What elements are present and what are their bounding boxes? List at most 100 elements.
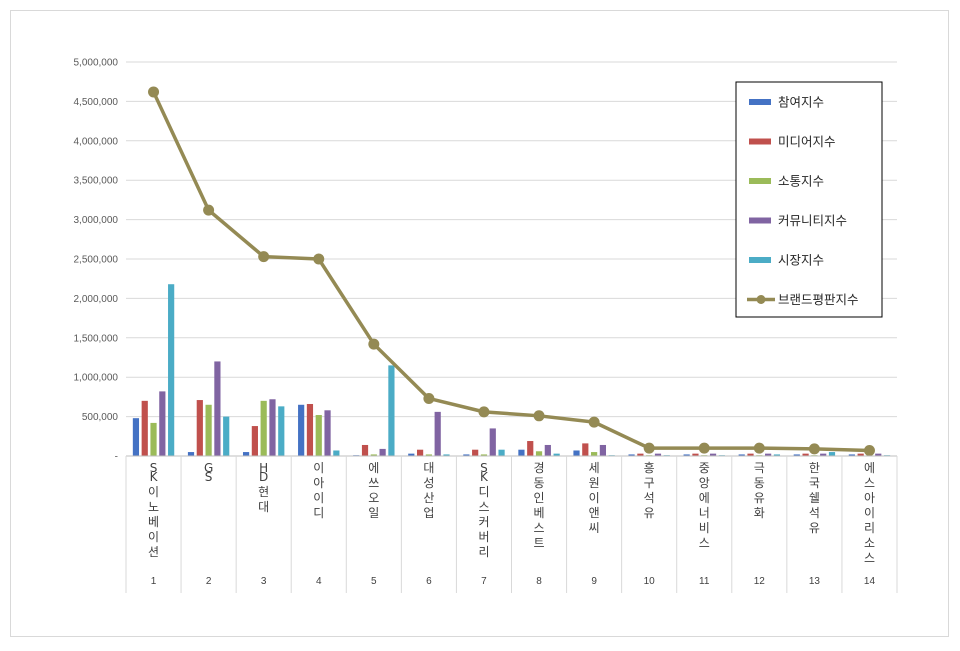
line-point <box>588 416 600 428</box>
y-tick-label: 500,000 <box>82 412 119 423</box>
legend-label: 브랜드평판지수 <box>778 292 859 307</box>
line-point <box>203 204 215 216</box>
bar <box>709 453 717 456</box>
y-tick-label: 3,500,000 <box>74 176 119 187</box>
bar <box>738 454 745 456</box>
bar <box>535 451 543 456</box>
x-index-label: 4 <box>316 576 322 587</box>
line-point <box>368 338 380 350</box>
bar <box>196 400 203 456</box>
legend-swatch <box>749 217 771 224</box>
legend-marker <box>756 295 766 304</box>
line-point <box>478 406 490 418</box>
bar <box>278 406 285 456</box>
legend-swatch <box>749 138 771 145</box>
line-series <box>151 91 870 453</box>
bar <box>683 454 690 456</box>
bar <box>489 428 496 456</box>
bar <box>518 449 525 456</box>
bar <box>820 453 827 456</box>
line-point <box>643 442 655 454</box>
x-index-label: 2 <box>206 576 212 587</box>
bar <box>573 450 580 456</box>
legend-label: 소통지수 <box>778 174 824 189</box>
line-point <box>423 392 435 404</box>
x-index-label: 11 <box>699 576 710 587</box>
chart-frame: - 500,000 1,000,000 1,500,000 2,000,000 2,500… <box>10 10 949 637</box>
bar <box>463 454 470 456</box>
bar <box>306 403 314 456</box>
bar <box>828 452 836 456</box>
bar <box>472 449 479 456</box>
bar <box>269 399 276 456</box>
bar <box>150 422 157 456</box>
bar <box>242 452 250 456</box>
legend-label: 미디어지수 <box>778 134 836 149</box>
brand-reputation-chart: - 500,000 1,000,000 1,500,000 2,000,000 2,500… <box>74 58 898 593</box>
bar <box>141 400 148 456</box>
bar <box>591 452 598 456</box>
x-index-label: 13 <box>809 576 821 587</box>
bar <box>654 453 662 456</box>
bar <box>361 444 369 456</box>
legend-swatch <box>749 99 771 105</box>
line-point <box>148 86 160 98</box>
brand-index-line <box>148 86 875 456</box>
bar <box>527 441 534 456</box>
bar <box>132 418 140 456</box>
bar <box>251 426 258 456</box>
bar <box>388 365 395 456</box>
y-tick-label: 4,500,000 <box>74 97 119 108</box>
y-tick-label: 3,000,000 <box>74 215 119 226</box>
bar <box>857 453 864 456</box>
bar <box>637 453 644 456</box>
x-index-label: 6 <box>426 576 432 587</box>
bar <box>544 444 551 456</box>
bar <box>379 448 386 456</box>
bar <box>434 411 441 456</box>
line-point <box>698 442 710 454</box>
x-index-label: 9 <box>591 576 597 587</box>
bar <box>875 453 882 456</box>
line-point <box>808 443 820 455</box>
x-index-label: 3 <box>261 576 267 587</box>
bar <box>370 454 377 456</box>
bar <box>333 450 340 456</box>
bar <box>408 453 415 456</box>
bar <box>498 449 505 456</box>
bar <box>168 284 175 456</box>
bar <box>793 454 800 456</box>
line-point <box>753 442 765 454</box>
y-tick-label: 5,000,000 <box>74 58 119 69</box>
legend-box <box>735 81 883 318</box>
bar <box>416 449 424 456</box>
y-tick-label: 4,000,000 <box>74 136 119 147</box>
bar <box>443 454 450 456</box>
gridlines <box>126 61 897 418</box>
line-point <box>313 253 325 265</box>
y-tick-label: 1,500,000 <box>74 333 119 344</box>
bar <box>298 404 305 456</box>
x-index-label: 8 <box>536 576 542 587</box>
bar <box>214 361 221 456</box>
x-index-label: 10 <box>644 576 656 587</box>
y-tick-label: - <box>115 452 118 463</box>
bar <box>425 454 432 456</box>
bar <box>187 452 195 456</box>
y-tick-label: 1,000,000 <box>74 373 119 384</box>
bar <box>324 410 331 456</box>
x-index-label: 12 <box>754 576 766 587</box>
y-tick-label: 2,000,000 <box>74 294 119 305</box>
bar <box>848 454 855 456</box>
legend-label: 참여지수 <box>778 95 824 110</box>
x-index-label: 1 <box>151 576 157 587</box>
bar <box>315 415 322 456</box>
